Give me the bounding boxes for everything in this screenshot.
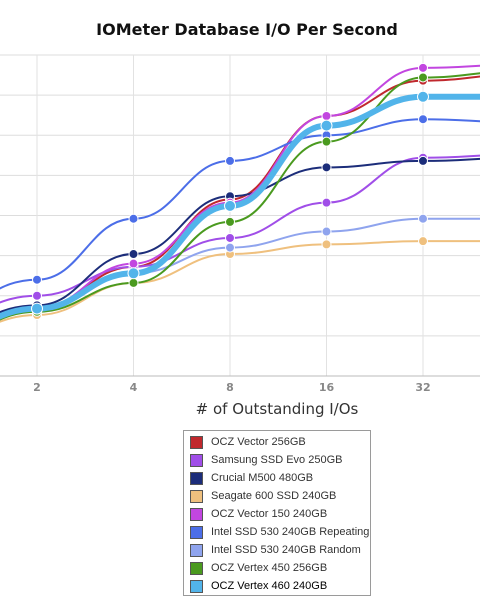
series-intel-ssd-530-240gb-random (0, 213, 480, 317)
legend-item: OCZ Vertex 450 256GB (190, 559, 370, 577)
legend-item: Intel SSD 530 240GB Repeating (190, 523, 370, 541)
data-point (321, 162, 332, 173)
legend-label: OCZ Vector 256GB (211, 436, 306, 448)
series-lines (0, 62, 480, 323)
legend-swatch (190, 471, 203, 485)
data-point (128, 277, 139, 288)
x-tick-label: 8 (226, 381, 234, 394)
data-point (224, 199, 236, 212)
data-point (225, 155, 235, 166)
legend-item: OCZ Vector 150 240GB (190, 505, 370, 523)
legend-item: Crucial M500 480GB (190, 469, 370, 487)
data-point (225, 242, 235, 253)
legend-label: Seagate 600 SSD 240GB (211, 490, 337, 502)
legend-swatch (190, 435, 203, 449)
data-point (418, 62, 428, 73)
legend-swatch (190, 489, 203, 503)
legend-item: OCZ Vector 256GB (190, 433, 370, 451)
series-samsung-ssd-evo-250gb (0, 152, 480, 304)
legend-swatch (190, 561, 203, 575)
legend-label: OCZ Vertex 450 256GB (211, 562, 328, 574)
legend-swatch (190, 525, 203, 539)
grid (0, 54, 480, 377)
legend-label: Samsung SSD Evo 250GB (211, 454, 343, 466)
data-point (321, 226, 332, 237)
data-point (417, 90, 429, 103)
legend-label: OCZ Vertex 460 240GB (211, 580, 328, 592)
series-line (0, 118, 480, 290)
x-tick-label: 2 (33, 381, 41, 394)
legend-swatch (190, 453, 203, 467)
series-line (0, 217, 480, 317)
data-point (418, 114, 428, 125)
legend-label: OCZ Vector 150 240GB (211, 508, 328, 520)
data-point (32, 290, 42, 301)
data-point (31, 302, 43, 315)
legend-swatch (190, 543, 203, 557)
x-axis: 2 4 8 16 32 (0, 375, 480, 394)
data-point (418, 236, 428, 247)
data-point (321, 110, 332, 121)
data-point (225, 216, 235, 227)
data-point (225, 232, 235, 243)
data-point (418, 72, 428, 83)
legend-item: Seagate 600 SSD 240GB (190, 487, 370, 505)
x-tick-label: 16 (319, 381, 335, 394)
series-intel-ssd-530-240gb-repeating (0, 114, 480, 290)
data-point (32, 274, 42, 285)
legend: OCZ Vector 256GB Samsung SSD Evo 250GB Cru… (183, 430, 371, 596)
data-point (321, 197, 332, 208)
data-point (127, 267, 140, 280)
legend-label: Intel SSD 530 240GB Repeating (211, 526, 370, 538)
data-point (128, 258, 139, 269)
data-point (418, 155, 428, 166)
legend-item: Intel SSD 530 240GB Random (190, 541, 370, 559)
legend-label: Intel SSD 530 240GB Random (211, 544, 361, 556)
series-ocz-vertex-460-240gb (0, 90, 480, 320)
data-point (128, 249, 139, 260)
data-point (418, 213, 428, 224)
data-point (321, 136, 332, 147)
legend-item: Samsung SSD Evo 250GB (190, 451, 370, 469)
x-tick-label: 4 (130, 381, 138, 394)
legend-label: Crucial M500 480GB (211, 472, 314, 484)
x-axis-label: # of Outstanding I/Os (195, 400, 359, 418)
series-line (0, 154, 480, 304)
x-tick-label: 32 (415, 381, 430, 394)
data-point (320, 119, 333, 132)
legend-item: OCZ Vertex 460 240GB (190, 577, 370, 595)
legend-swatch (190, 579, 203, 593)
chart-title: IOMeter Database I/O Per Second (96, 20, 398, 39)
data-point (128, 213, 139, 224)
data-point (321, 239, 332, 250)
legend-swatch (190, 507, 203, 521)
